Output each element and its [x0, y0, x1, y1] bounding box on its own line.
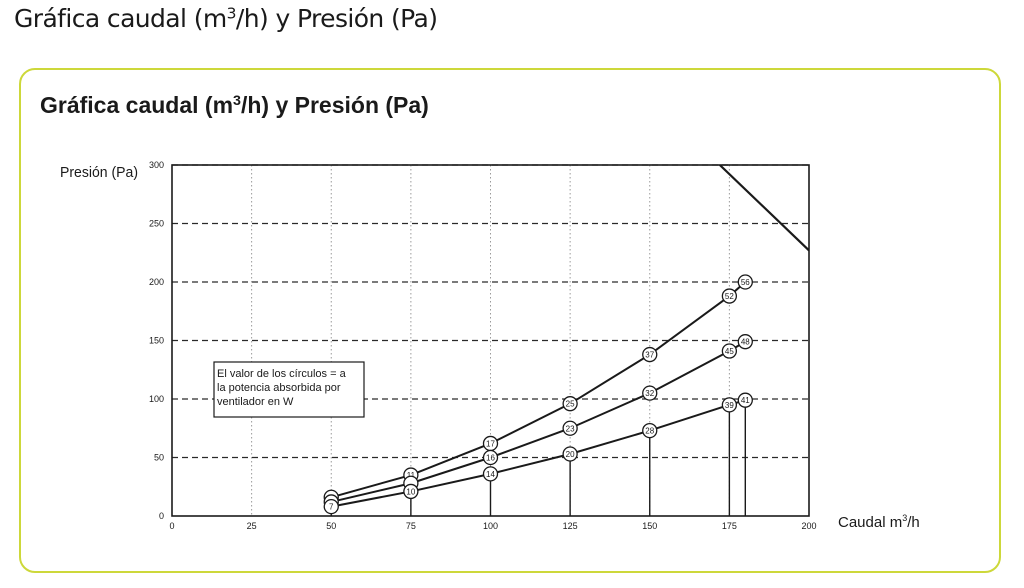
data-point-label: 23 [566, 424, 575, 433]
data-point-circle [562, 396, 578, 412]
x-tick-label: 125 [563, 521, 578, 531]
data-point-label: 10 [406, 487, 415, 496]
data-point-label: 7 [329, 503, 334, 512]
series-line-2 [331, 399, 746, 508]
data-point-label: 28 [645, 427, 654, 436]
data-point-circle [721, 397, 738, 413]
data-point-label: 52 [725, 292, 734, 301]
series-line-1 [331, 340, 746, 503]
plot-frame [171, 164, 810, 517]
data-point-label: 37 [645, 351, 654, 360]
data-point-label: 16 [486, 454, 495, 463]
data-point-label: 41 [741, 396, 750, 405]
data-point-label: 45 [725, 347, 734, 356]
x-tick-label: 25 [247, 521, 257, 531]
x-tick-label: 100 [483, 521, 498, 531]
data-point-circle [403, 483, 419, 500]
data-point-label: 20 [566, 450, 575, 459]
data-point-circle [721, 288, 738, 304]
y-axis-label: Presión (Pa) [60, 164, 138, 181]
data-point-circle [642, 422, 658, 439]
limit-curve [719, 165, 809, 252]
data-point-label: 32 [645, 389, 654, 398]
page-title: Gráfica caudal (m3/h) y Presión (Pa) [14, 4, 438, 33]
y-tick-label: 150 [149, 336, 164, 346]
data-point-circle [737, 274, 753, 290]
y-tick-label: 50 [154, 453, 164, 463]
data-point-circle [562, 420, 578, 436]
chart-title: Gráfica caudal (m3/h) y Presión (Pa) [40, 92, 429, 118]
data-point-label: 39 [725, 401, 734, 410]
x-tick-label: 75 [406, 521, 416, 531]
data-point-circle [642, 346, 658, 363]
y-tick-label: 0 [159, 511, 164, 521]
series-line-0 [330, 281, 746, 499]
annotation-box [213, 361, 365, 418]
annotation-text: El valor de los círculos = a [217, 368, 347, 380]
annotation-text: ventilador en W [217, 396, 294, 408]
chart-panel [19, 68, 1001, 573]
data-point-label: 56 [741, 278, 750, 287]
x-tick-label: 50 [326, 521, 336, 531]
data-point-label: 25 [566, 400, 575, 409]
y-tick-label: 250 [149, 219, 164, 229]
x-axis-label: Caudal m3/h [838, 513, 920, 531]
data-point-label: 17 [486, 439, 495, 448]
x-tick-label: 175 [722, 521, 737, 531]
x-tick-label: 200 [801, 521, 816, 531]
data-point-circle [562, 446, 578, 462]
data-point-circle [482, 466, 499, 482]
data-point-circle [737, 334, 753, 350]
data-point-circle [482, 449, 499, 466]
data-point-circle [323, 498, 339, 515]
y-tick-label: 100 [149, 394, 164, 404]
data-point-label: 48 [741, 338, 750, 347]
y-tick-label: 200 [149, 277, 164, 287]
x-tick-label: 0 [169, 521, 174, 531]
data-point-label: 14 [486, 470, 495, 479]
data-point-circle [642, 385, 658, 401]
data-point-label: 11 [407, 471, 416, 480]
annotation-text: la potencia absorbida por [217, 382, 341, 394]
y-tick-label: 300 [149, 160, 164, 170]
data-point-circle [737, 392, 753, 408]
data-point-circle [721, 343, 738, 359]
x-tick-label: 150 [642, 521, 657, 531]
